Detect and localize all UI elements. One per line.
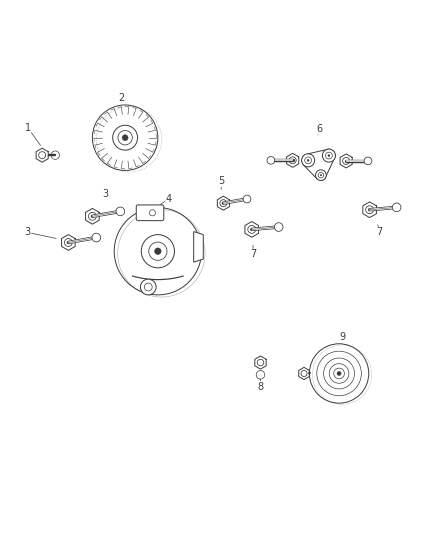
Circle shape — [256, 370, 265, 379]
Circle shape — [392, 203, 401, 212]
Circle shape — [334, 368, 344, 379]
Circle shape — [155, 248, 161, 255]
Circle shape — [145, 283, 152, 291]
Text: 3: 3 — [102, 189, 109, 199]
Circle shape — [364, 157, 372, 165]
Circle shape — [324, 358, 354, 389]
Text: 7: 7 — [377, 228, 383, 237]
Circle shape — [325, 152, 332, 159]
Circle shape — [329, 364, 349, 383]
Circle shape — [51, 151, 60, 159]
Circle shape — [317, 351, 361, 395]
Text: 2: 2 — [119, 93, 125, 103]
Circle shape — [122, 135, 128, 141]
FancyBboxPatch shape — [136, 205, 164, 221]
Circle shape — [141, 279, 156, 295]
Circle shape — [92, 233, 101, 242]
Circle shape — [92, 105, 158, 171]
Circle shape — [114, 207, 201, 295]
Text: 4: 4 — [166, 194, 172, 204]
Circle shape — [149, 242, 167, 260]
Circle shape — [328, 155, 330, 157]
Circle shape — [315, 170, 326, 181]
Circle shape — [141, 235, 174, 268]
Circle shape — [307, 159, 309, 161]
Text: 1: 1 — [25, 123, 31, 133]
Text: 3: 3 — [25, 228, 31, 237]
Text: 9: 9 — [339, 332, 345, 342]
Circle shape — [243, 195, 251, 203]
Polygon shape — [302, 149, 336, 181]
Circle shape — [322, 149, 336, 162]
Text: 7: 7 — [250, 249, 256, 259]
Circle shape — [318, 172, 324, 178]
Text: 8: 8 — [258, 382, 264, 392]
Circle shape — [305, 157, 311, 164]
Circle shape — [274, 223, 283, 231]
Circle shape — [320, 174, 321, 176]
Circle shape — [118, 131, 132, 145]
Text: 6: 6 — [316, 124, 322, 134]
Text: 5: 5 — [218, 176, 224, 187]
Circle shape — [302, 154, 314, 167]
Circle shape — [309, 344, 369, 403]
Circle shape — [337, 372, 341, 376]
Circle shape — [113, 125, 138, 150]
Circle shape — [267, 157, 275, 164]
Circle shape — [149, 210, 155, 216]
Circle shape — [116, 207, 125, 216]
Polygon shape — [194, 231, 203, 262]
